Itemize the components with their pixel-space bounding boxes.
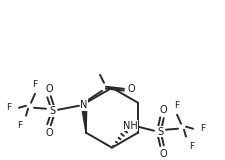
Text: F: F xyxy=(18,121,22,130)
Text: NH: NH xyxy=(123,121,137,131)
Text: F: F xyxy=(7,103,11,112)
Text: O: O xyxy=(127,84,135,94)
Text: F: F xyxy=(174,101,180,110)
Text: N: N xyxy=(80,100,88,110)
Text: O: O xyxy=(159,149,167,159)
Text: O: O xyxy=(45,128,53,138)
Polygon shape xyxy=(81,104,87,133)
Text: O: O xyxy=(45,84,53,94)
Text: F: F xyxy=(189,142,195,151)
Text: F: F xyxy=(200,124,206,133)
Text: S: S xyxy=(157,127,163,137)
Text: O: O xyxy=(159,105,167,115)
Text: S: S xyxy=(49,106,55,116)
Text: F: F xyxy=(32,80,38,89)
